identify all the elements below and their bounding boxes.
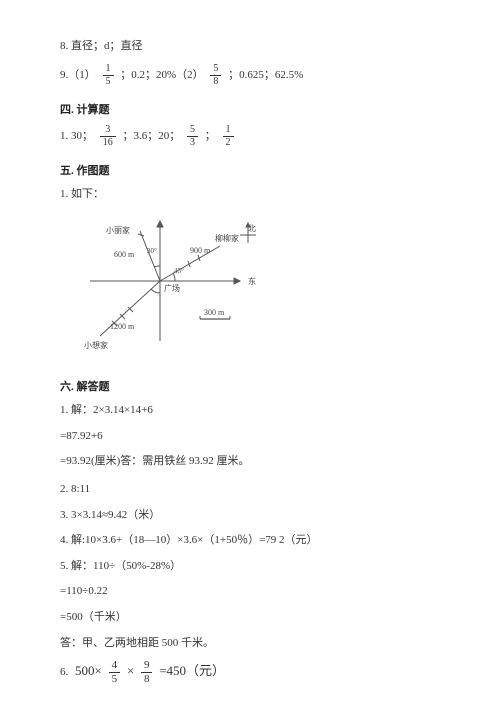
frac-num: 5 [187, 125, 198, 137]
frac-num: 5 [210, 64, 221, 76]
answer-3: 3. 3×3.14≈9.42（米） [60, 507, 450, 525]
draw-1: 1. 如下： [60, 186, 450, 204]
fraction-4-5: 4 5 [109, 660, 121, 685]
dist-right: 900 m [190, 246, 211, 255]
scale-label: 300 m [204, 308, 225, 317]
calc-1-prefix: 1. 30； [60, 130, 93, 142]
answer-5-line2: =110÷0.22 [60, 583, 450, 601]
frac-num: 9 [141, 660, 153, 673]
answer-2: 2. 8:11 [60, 481, 450, 499]
frac-den: 5 [109, 673, 121, 685]
fraction-1-2: 1 2 [223, 125, 234, 148]
fraction-9-8: 9 8 [141, 660, 153, 685]
frac-den: 3 [187, 137, 198, 148]
arc-tl [154, 266, 160, 267]
arrow-north [157, 221, 163, 227]
line-tl [140, 231, 160, 281]
calc-1-mid1: ；3.6；20； [123, 130, 181, 142]
frac-den: 8 [210, 76, 221, 87]
answer-8: 8. 直径；d；直径 [60, 38, 450, 56]
calc-1-mid2: ； [205, 130, 216, 142]
section-4-title: 四. 计算题 [60, 101, 450, 117]
compass-east: 东 [248, 276, 256, 286]
frac-num: 1 [103, 64, 114, 76]
answer-9-mid1: ；0.2；20%（2） [120, 69, 203, 81]
answer-6-mid: × [127, 663, 134, 678]
frac-den: 5 [103, 76, 114, 87]
section-5-title: 五. 作图题 [60, 162, 450, 178]
fraction-5-3: 5 3 [187, 125, 198, 148]
frac-num: 1 [223, 125, 234, 137]
dist-topleft: 600 m [114, 250, 135, 259]
answer-1-line3: =93.92(厘米)答：需用铁丝 93.92 厘米。 [60, 453, 450, 471]
answer-9-mid2: ；0.625；62.5% [228, 69, 303, 81]
label-bottomleft: 小想家 [84, 340, 108, 350]
frac-num: 3 [100, 125, 116, 137]
frac-den: 8 [141, 673, 153, 685]
answer-1-line1: 1. 解：2×3.14×14+6 [60, 402, 450, 420]
arrow-east [234, 278, 240, 284]
fraction-1-5: 1 5 [103, 64, 114, 87]
diagram-svg: 小丽家 柳柳家 小想家 600 m 900 m 1200 m 广场 300 m … [70, 211, 270, 361]
fraction-3-16: 3 16 [100, 125, 116, 148]
answer-6-eq: =450（元） [159, 663, 225, 678]
answer-1-line2: =87.92+6 [60, 428, 450, 446]
answer-9-prefix: 9.（1） [60, 69, 96, 81]
section-6-title: 六. 解答题 [60, 378, 450, 394]
label-right: 柳柳家 [215, 233, 239, 243]
label-center: 广场 [164, 283, 180, 293]
answer-6: 6. 500× 4 5 × 9 8 =450（元） [60, 660, 450, 685]
frac-num: 4 [109, 660, 121, 673]
compass-diagram: 小丽家 柳柳家 小想家 600 m 900 m 1200 m 广场 300 m … [70, 211, 450, 364]
fraction-5-8: 5 8 [210, 64, 221, 87]
angle-30: 30° [147, 247, 157, 255]
answer-6-prefix: 6. [60, 666, 68, 678]
angle-45: 45° [174, 267, 184, 275]
frac-den: 2 [223, 137, 234, 148]
label-topleft: 小丽家 [106, 225, 130, 235]
answer-6-lead: 500× [75, 663, 102, 678]
frac-den: 16 [100, 137, 116, 148]
answer-9: 9.（1） 1 5 ；0.2；20%（2） 5 8 ；0.625；62.5% [60, 64, 450, 87]
answer-5-line4: 答：甲、乙两地相距 500 千米。 [60, 635, 450, 653]
calc-1: 1. 30； 3 16 ；3.6；20； 5 3 ； 1 2 [60, 125, 450, 148]
arc-bl [151, 289, 160, 293]
answer-4: 4. 解:10×3.6+（18—10）×3.6×（1+50％）=79 2（元） [60, 532, 450, 550]
answer-5-line3: =500（千米） [60, 609, 450, 627]
answer-5-line1: 5. 解：110÷（50%-28%） [60, 558, 450, 576]
dist-bottomleft: 1200 m [110, 322, 135, 331]
